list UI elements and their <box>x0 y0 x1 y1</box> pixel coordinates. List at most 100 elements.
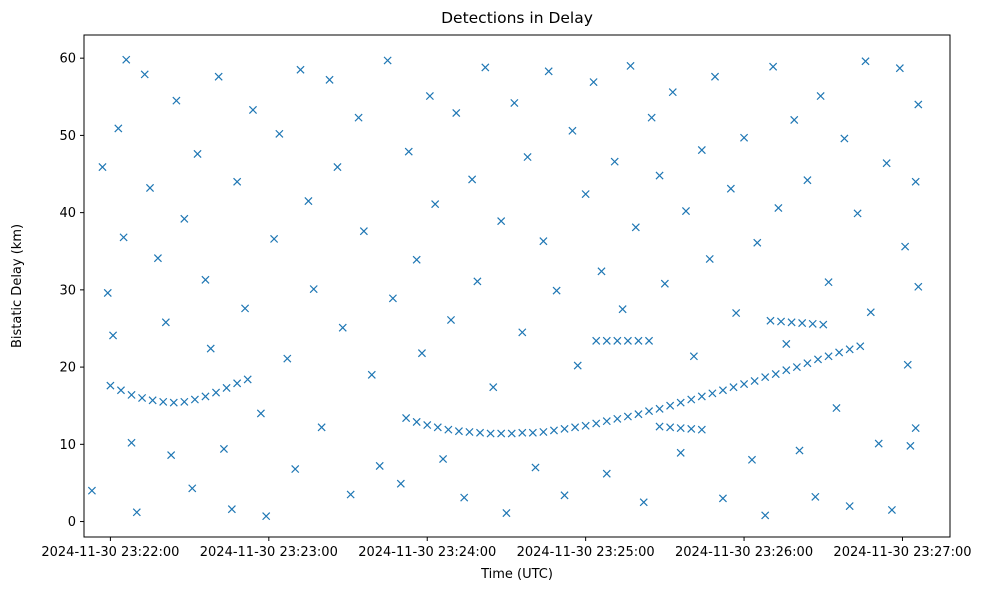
data-point <box>552 286 561 295</box>
data-point <box>792 363 801 372</box>
data-point <box>602 336 611 345</box>
data-point <box>103 288 112 297</box>
data-point <box>626 61 635 70</box>
data-point <box>776 317 786 326</box>
data-point <box>145 183 155 192</box>
data-point <box>396 479 405 488</box>
y-tick-label: 10 <box>59 438 76 453</box>
data-point <box>180 214 189 223</box>
data-point <box>623 412 632 421</box>
data-point <box>803 359 812 368</box>
data-point <box>602 417 611 426</box>
data-point <box>275 129 284 138</box>
data-point <box>856 342 865 351</box>
data-point <box>219 444 228 453</box>
data-point <box>819 320 828 329</box>
data-point <box>528 428 537 437</box>
data-point <box>681 207 691 216</box>
data-point <box>317 423 326 432</box>
data-point <box>581 421 590 430</box>
x-axis: 2024-11-30 23:22:00 2024-11-30 23:23:00 20… <box>41 537 972 560</box>
data-point <box>193 149 202 158</box>
data-point <box>771 370 780 379</box>
data-point <box>497 429 506 438</box>
data-point <box>222 383 231 392</box>
data-point <box>439 454 448 464</box>
data-point <box>729 383 738 392</box>
data-point <box>697 146 706 155</box>
data-point <box>201 392 210 401</box>
data-point <box>214 72 223 81</box>
data-point <box>446 315 456 325</box>
data-point <box>153 254 162 263</box>
data-point <box>489 383 498 392</box>
data-point <box>769 62 778 71</box>
data-point <box>452 108 461 118</box>
data-point <box>761 511 770 520</box>
data-point <box>740 133 749 142</box>
data-point <box>853 209 862 218</box>
data-point <box>106 381 115 390</box>
data-point <box>188 484 197 493</box>
data-point <box>581 190 590 199</box>
data-point <box>333 163 342 172</box>
data-point <box>697 392 706 401</box>
data-point <box>346 490 355 499</box>
data-point <box>507 429 516 438</box>
data-point <box>539 237 548 246</box>
data-point <box>866 308 875 317</box>
data-point <box>644 407 654 416</box>
y-axis-title: Bistatic Delay (km) <box>10 224 25 348</box>
data-point <box>774 203 783 213</box>
y-tick-label: 50 <box>59 129 76 144</box>
data-point <box>161 318 170 327</box>
data-point <box>227 505 236 514</box>
data-point <box>140 70 149 79</box>
data-point <box>887 505 896 514</box>
data-point <box>132 508 141 517</box>
data-point <box>840 134 849 143</box>
data-point <box>116 386 125 395</box>
data-point <box>811 492 820 501</box>
data-point <box>243 375 252 384</box>
data-point <box>465 427 474 436</box>
data-point <box>338 323 347 332</box>
y-tick-label: 60 <box>59 52 76 67</box>
data-point <box>206 344 215 353</box>
data-point <box>518 428 527 437</box>
data-point <box>359 227 368 236</box>
data-point <box>644 336 654 345</box>
data-point <box>412 417 421 426</box>
data-point <box>705 254 714 263</box>
data-point <box>270 234 279 243</box>
data-point <box>676 398 685 407</box>
data-point <box>631 223 640 232</box>
data-point <box>689 352 698 361</box>
data-point <box>256 409 265 418</box>
data-point <box>676 448 685 457</box>
data-point <box>655 171 664 180</box>
data-point <box>655 404 664 413</box>
data-point <box>634 336 643 345</box>
y-axis: 0 10 20 30 40 50 60 <box>59 52 84 530</box>
data-point <box>573 361 582 370</box>
data-point <box>697 425 706 434</box>
data-point <box>283 354 292 363</box>
data-point <box>602 469 611 478</box>
data-point <box>481 63 490 72</box>
data-point <box>874 439 883 448</box>
data-point <box>425 91 434 101</box>
data-point <box>787 318 796 327</box>
data-point <box>172 96 181 105</box>
data-point <box>835 348 844 357</box>
data-point <box>634 410 643 419</box>
data-point <box>201 275 210 284</box>
data-point <box>753 238 762 247</box>
data-point <box>732 309 741 318</box>
data-point <box>803 176 812 185</box>
data-point <box>127 390 136 399</box>
data-point <box>861 57 870 66</box>
data-point <box>241 304 250 313</box>
data-point <box>668 88 677 97</box>
